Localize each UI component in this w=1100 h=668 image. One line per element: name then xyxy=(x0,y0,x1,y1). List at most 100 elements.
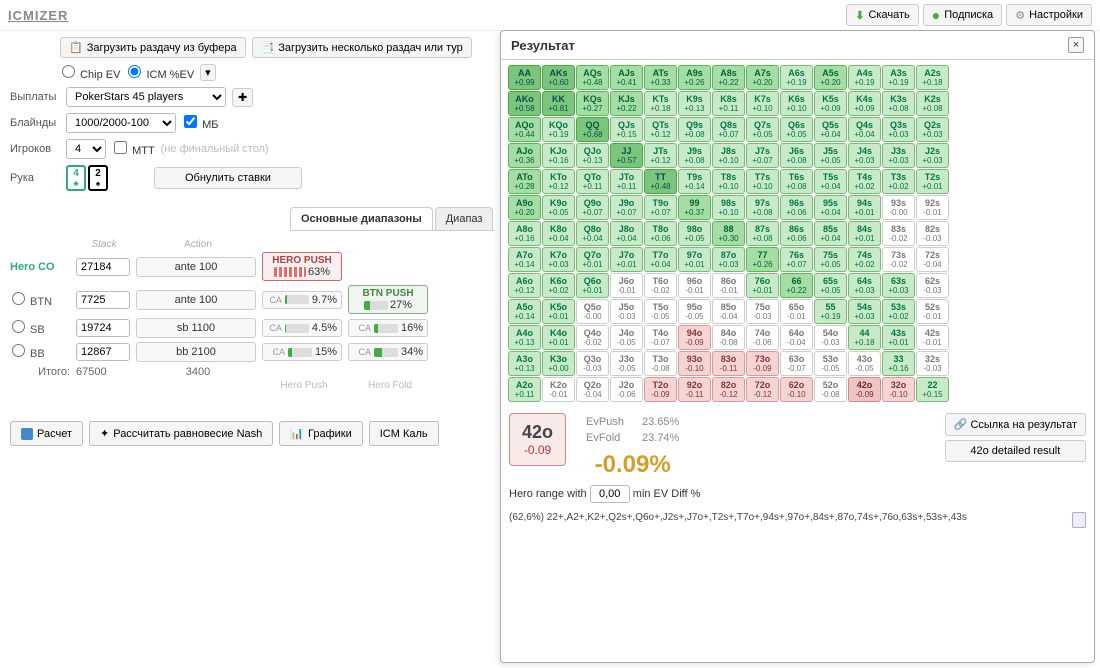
hand-cell-K7o[interactable]: K7o+0.03 xyxy=(542,247,575,272)
hand-cell-97o[interactable]: 97o+0.01 xyxy=(678,247,711,272)
hand-cell-Q9s[interactable]: Q9s+0.08 xyxy=(678,117,711,142)
hand-cell-64o[interactable]: 64o-0.04 xyxy=(780,325,813,350)
hand-cell-Q7o[interactable]: Q7o+0.01 xyxy=(576,247,609,272)
hand-cell-K4s[interactable]: K4s+0.09 xyxy=(848,91,881,116)
hand-cell-J2s[interactable]: J2s+0.03 xyxy=(916,143,949,168)
hand-cell-98s[interactable]: 98s+0.10 xyxy=(712,195,745,220)
hand-cell-94o[interactable]: 94o-0.09 xyxy=(678,325,711,350)
range-box-1[interactable]: CA9.7% xyxy=(262,291,342,309)
hand-cell-73s[interactable]: 73s-0.02 xyxy=(882,247,915,272)
hand-cell-A6o[interactable]: A6o+0.12 xyxy=(508,273,541,298)
hand-cell-ATo[interactable]: ATo+0.28 xyxy=(508,169,541,194)
players-select[interactable]: 4 xyxy=(66,139,106,159)
hand-cell-T3o[interactable]: T3o-0.08 xyxy=(644,351,677,376)
close-button[interactable]: × xyxy=(1068,37,1084,53)
hand-cell-T8s[interactable]: T8s+0.10 xyxy=(712,169,745,194)
hand-cell-87o[interactable]: 87o+0.03 xyxy=(712,247,745,272)
icm-ev-radio[interactable] xyxy=(128,65,141,78)
hand-cell-82s[interactable]: 82s-0.03 xyxy=(916,221,949,246)
hand-cell-J4o[interactable]: J4o-0.05 xyxy=(610,325,643,350)
hand-cell-Q6o[interactable]: Q6o+0.01 xyxy=(576,273,609,298)
hand-cell-T3s[interactable]: T3s+0.02 xyxy=(882,169,915,194)
hand-cell-K2s[interactable]: K2s+0.08 xyxy=(916,91,949,116)
hand-cell-Q2s[interactable]: Q2s+0.03 xyxy=(916,117,949,142)
hand-cell-88[interactable]: 88+0.30 xyxy=(712,221,745,246)
hand-cell-95o[interactable]: 95o-0.05 xyxy=(678,299,711,324)
hand-cell-A8o[interactable]: A8o+0.16 xyxy=(508,221,541,246)
hand-cell-76s[interactable]: 76s+0.07 xyxy=(780,247,813,272)
hand-cell-82o[interactable]: 82o-0.12 xyxy=(712,377,745,402)
range-box-3[interactable]: CA15% xyxy=(262,343,342,361)
hand-cell-K6o[interactable]: K6o+0.02 xyxy=(542,273,575,298)
payouts-select[interactable]: PokerStars 45 players xyxy=(66,87,226,107)
hand-cell-A5s[interactable]: A5s+0.20 xyxy=(814,65,847,90)
reset-stakes-button[interactable]: Обнулить ставки xyxy=(154,167,302,189)
hand-cell-A2s[interactable]: A2s+0.18 xyxy=(916,65,949,90)
hand-cell-Q8s[interactable]: Q8s+0.07 xyxy=(712,117,745,142)
hand-cell-Q5s[interactable]: Q5s+0.04 xyxy=(814,117,847,142)
hand-cell-A3s[interactable]: A3s+0.19 xyxy=(882,65,915,90)
hand-cell-KQo[interactable]: KQo+0.19 xyxy=(542,117,575,142)
hand-cell-43s[interactable]: 43s+0.01 xyxy=(882,325,915,350)
hand-cell-J5o[interactable]: J5o-0.03 xyxy=(610,299,643,324)
hand-cell-J6s[interactable]: J6s+0.08 xyxy=(780,143,813,168)
stack-input-0[interactable] xyxy=(76,258,130,276)
nash-button[interactable]: ✦Рассчитать равновесие Nash xyxy=(89,421,273,446)
hand-cell-T7o[interactable]: T7o+0.04 xyxy=(644,247,677,272)
hand-cell-KJs[interactable]: KJs+0.22 xyxy=(610,91,643,116)
hand-cell-54s[interactable]: 54s+0.03 xyxy=(848,299,881,324)
ev-diff-input[interactable] xyxy=(590,485,630,503)
hand-cell-75o[interactable]: 75o-0.03 xyxy=(746,299,779,324)
hand-cell-Q2o[interactable]: Q2o-0.04 xyxy=(576,377,609,402)
btn-push-box[interactable]: BTN PUSH27% xyxy=(348,285,428,314)
tab-main-ranges[interactable]: Основные диапазоны xyxy=(290,207,433,230)
hand-cell-T4o[interactable]: T4o-0.07 xyxy=(644,325,677,350)
hand-cell-63s[interactable]: 63s+0.03 xyxy=(882,273,915,298)
hand-cell-93o[interactable]: 93o-0.10 xyxy=(678,351,711,376)
mb-checkbox[interactable] xyxy=(184,115,197,128)
hand-cell-94s[interactable]: 94s+0.01 xyxy=(848,195,881,220)
hand-cell-43o[interactable]: 43o-0.05 xyxy=(848,351,881,376)
hero-push-box[interactable]: HERO PUSH63% xyxy=(262,252,342,281)
hand-cell-A2o[interactable]: A2o+0.11 xyxy=(508,377,541,402)
hand-cell-55[interactable]: 55+0.19 xyxy=(814,299,847,324)
hand-cell-K3s[interactable]: K3s+0.08 xyxy=(882,91,915,116)
hand-cell-J2o[interactable]: J2o-0.06 xyxy=(610,377,643,402)
hand-cell-J8o[interactable]: J8o+0.04 xyxy=(610,221,643,246)
hand-cell-32o[interactable]: 32o-0.10 xyxy=(882,377,915,402)
hand-cell-AQo[interactable]: AQo+0.44 xyxy=(508,117,541,142)
hand-cell-Q4o[interactable]: Q4o-0.02 xyxy=(576,325,609,350)
hand-cell-QTo[interactable]: QTo+0.11 xyxy=(576,169,609,194)
hand-cell-53s[interactable]: 53s+0.02 xyxy=(882,299,915,324)
load-multi-button[interactable]: 📑Загрузить несколько раздач или тур xyxy=(252,37,472,58)
icm-calc-button[interactable]: ICM Каль xyxy=(369,421,439,446)
hand-cell-T4s[interactable]: T4s+0.02 xyxy=(848,169,881,194)
hand-cell-JTo[interactable]: JTo+0.11 xyxy=(610,169,643,194)
hand-cell-85s[interactable]: 85s+0.04 xyxy=(814,221,847,246)
hand-cell-AJo[interactable]: AJo+0.36 xyxy=(508,143,541,168)
hand-cell-A4s[interactable]: A4s+0.19 xyxy=(848,65,881,90)
hand-cell-A9o[interactable]: A9o+0.20 xyxy=(508,195,541,220)
hand-cell-JTs[interactable]: JTs+0.12 xyxy=(644,143,677,168)
hand-cell-AJs[interactable]: AJs+0.41 xyxy=(610,65,643,90)
stack-input-3[interactable] xyxy=(76,343,130,361)
hand-cell-66[interactable]: 66+0.22 xyxy=(780,273,813,298)
btn-range-34[interactable]: CA34% xyxy=(348,343,428,361)
hand-cell-A7s[interactable]: A7s+0.20 xyxy=(746,65,779,90)
hand-cell-86o[interactable]: 86o-0.01 xyxy=(712,273,745,298)
hand-cell-A9s[interactable]: A9s+0.26 xyxy=(678,65,711,90)
hand-cell-AA[interactable]: AA+0.99 xyxy=(508,65,541,90)
hand-cell-T9s[interactable]: T9s+0.14 xyxy=(678,169,711,194)
hand-cell-A3o[interactable]: A3o+0.13 xyxy=(508,351,541,376)
hand-cell-Q3s[interactable]: Q3s+0.03 xyxy=(882,117,915,142)
hand-cell-92o[interactable]: 92o-0.11 xyxy=(678,377,711,402)
hand-cell-Q5o[interactable]: Q5o-0.00 xyxy=(576,299,609,324)
hand-cell-83o[interactable]: 83o-0.11 xyxy=(712,351,745,376)
hand-cell-T5o[interactable]: T5o-0.05 xyxy=(644,299,677,324)
hand-cell-J9s[interactable]: J9s+0.08 xyxy=(678,143,711,168)
hand-cell-K8s[interactable]: K8s+0.11 xyxy=(712,91,745,116)
hand-cell-65o[interactable]: 65o-0.01 xyxy=(780,299,813,324)
hand-cell-62s[interactable]: 62s-0.03 xyxy=(916,273,949,298)
hand-cell-64s[interactable]: 64s+0.03 xyxy=(848,273,881,298)
hand-cell-T2o[interactable]: T2o-0.09 xyxy=(644,377,677,402)
